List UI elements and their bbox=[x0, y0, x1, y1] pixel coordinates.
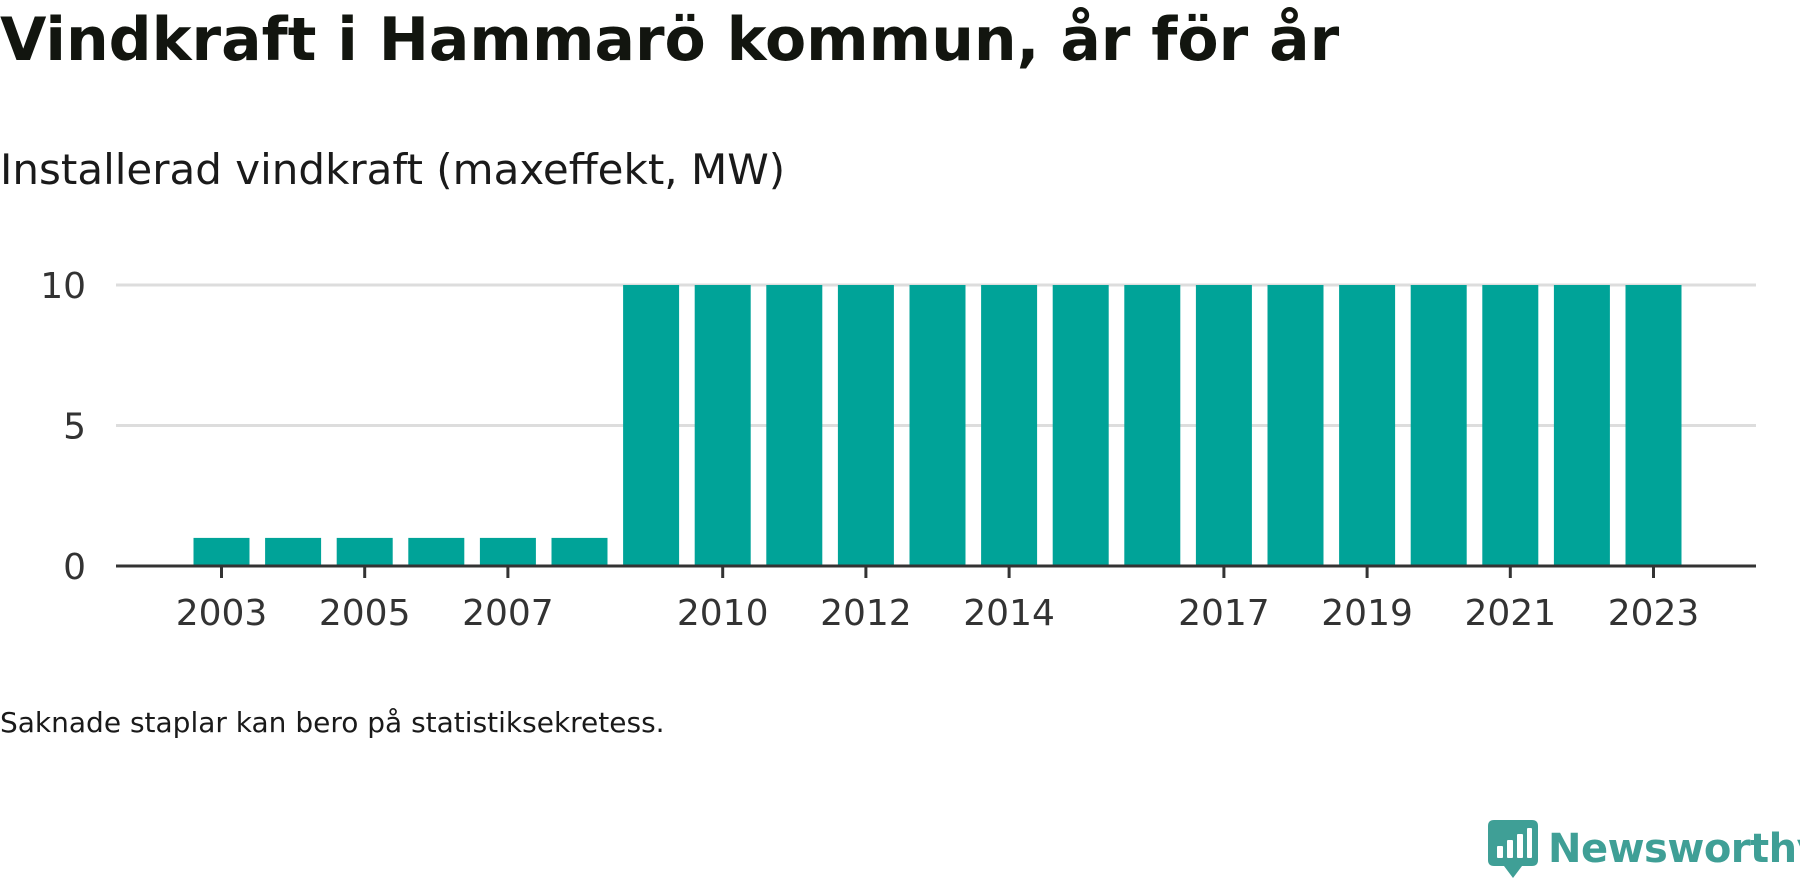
bars bbox=[193, 285, 1682, 566]
chart-subtitle: Installerad vindkraft (maxeffekt, MW) bbox=[0, 145, 786, 194]
bar-2014 bbox=[981, 285, 1038, 566]
bar-2009 bbox=[623, 285, 680, 566]
bar-2013 bbox=[909, 285, 966, 566]
bar-2008 bbox=[551, 537, 608, 566]
bar-2023 bbox=[1625, 285, 1682, 566]
y-axis-ticks: 0 5 10 bbox=[40, 266, 86, 588]
bar-2022 bbox=[1553, 285, 1610, 566]
bar-2006 bbox=[408, 537, 465, 566]
newsworthy-logo-icon bbox=[1488, 820, 1538, 878]
brand-name: Newsworthy bbox=[1548, 826, 1800, 872]
x-tick-label: 2003 bbox=[176, 593, 268, 634]
x-axis-ticks: 2003 2005 2007 2010 2012 2014 2017 2019 2021 2023 bbox=[176, 566, 1700, 634]
x-tick-label: 2007 bbox=[462, 593, 554, 634]
y-tick-label: 10 bbox=[40, 266, 86, 307]
chart-title: Vindkraft i Hammarö kommun, år för år bbox=[0, 5, 1340, 75]
x-tick-label: 2023 bbox=[1608, 593, 1700, 634]
bar-2010 bbox=[694, 285, 751, 566]
logo-bar-4 bbox=[1527, 828, 1532, 858]
bar-2007 bbox=[479, 537, 536, 566]
x-tick-label: 2014 bbox=[963, 593, 1055, 634]
bar-2005 bbox=[336, 537, 393, 566]
x-tick-label: 2010 bbox=[677, 593, 769, 634]
bar-2015 bbox=[1052, 285, 1109, 566]
bar-2011 bbox=[766, 285, 823, 566]
bar-2019 bbox=[1339, 285, 1396, 566]
x-tick-label: 2005 bbox=[319, 593, 411, 634]
x-tick-label: 2021 bbox=[1464, 593, 1556, 634]
logo-bar-3 bbox=[1517, 834, 1523, 858]
bar-2016 bbox=[1124, 285, 1181, 566]
bar-2018 bbox=[1267, 285, 1324, 566]
x-tick-label: 2017 bbox=[1178, 593, 1270, 634]
newsworthy-logo[interactable]: Newsworthy bbox=[1488, 818, 1800, 879]
logo-bar-2 bbox=[1507, 840, 1513, 858]
logo-bar-1 bbox=[1497, 846, 1503, 858]
bar-2017 bbox=[1195, 285, 1252, 566]
bar-2003 bbox=[193, 537, 250, 566]
y-tick-label: 0 bbox=[63, 547, 86, 588]
footnote: Saknade staplar kan bero på statistiksek… bbox=[0, 706, 665, 739]
bar-2020 bbox=[1410, 285, 1467, 566]
bar-2004 bbox=[265, 537, 322, 566]
bar-2021 bbox=[1482, 285, 1539, 566]
x-tick-label: 2012 bbox=[820, 593, 912, 634]
bar-2012 bbox=[837, 285, 894, 566]
y-tick-label: 5 bbox=[63, 407, 86, 448]
x-tick-label: 2019 bbox=[1321, 593, 1413, 634]
